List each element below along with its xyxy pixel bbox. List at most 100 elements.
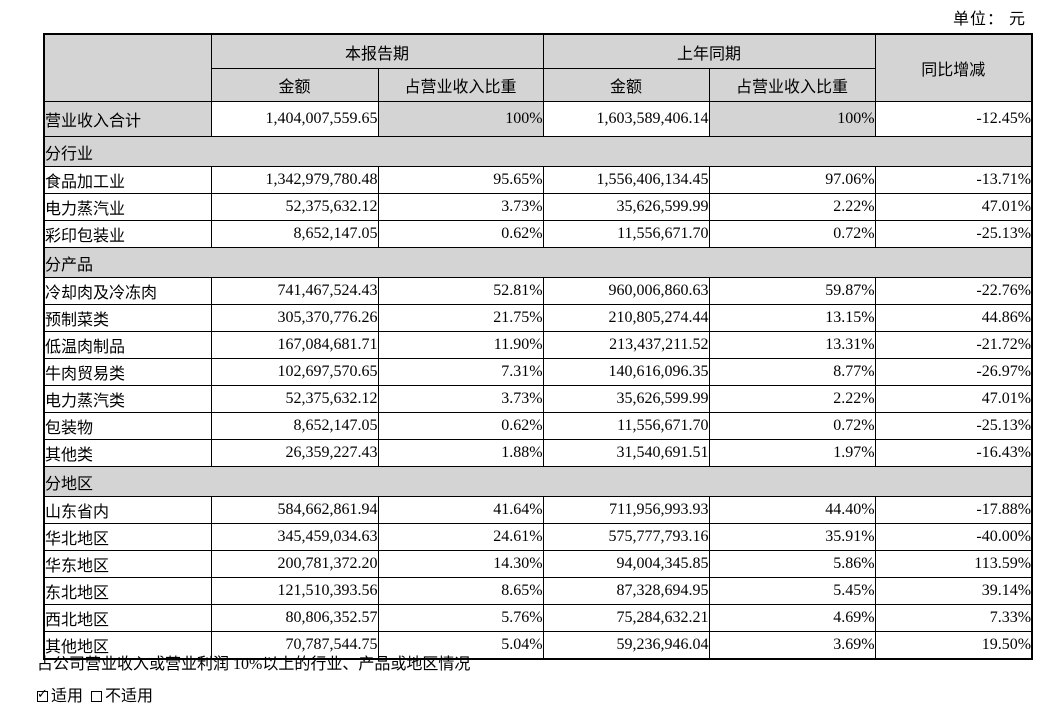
table-row: 其他类 26,359,227.43 1.88% 31,540,691.51 1.97% -… [43, 439, 1033, 467]
section-header-row: 分行业 [43, 136, 1033, 167]
applicability-line: ✓ 适用 不适用 [37, 682, 153, 706]
pct-current: 95.65% [377, 166, 544, 194]
table-row: 电力蒸汽类 52,375,632.12 3.73% 35,626,599.99 2.22… [43, 385, 1033, 413]
table-row: 其他地区 70,787,544.75 5.04% 59,236,946.04 3.69%… [43, 631, 1033, 660]
row-label: 华北地区 [43, 523, 212, 551]
pct-current: 24.61% [377, 523, 544, 551]
amount-current: 52,375,632.12 [210, 385, 379, 413]
amount-prior: 960,006,860.63 [542, 277, 710, 305]
section-title: 分产品 [43, 247, 1033, 278]
pct-current: 5.76% [377, 604, 544, 632]
pct-prior: 4.69% [708, 604, 876, 632]
amount-prior: 11,556,671.70 [542, 412, 710, 440]
header-row-groups: 本报告期 上年同期 同比增减 [43, 33, 1033, 102]
threshold-note: 占公司营业收入或营业利润 10%以上的行业、产品或地区情况 [37, 656, 471, 673]
amount-current: 200,781,372.20 [210, 550, 379, 578]
table-row: 彩印包装业 8,652,147.05 0.62% 11,556,671.70 0.72%… [43, 220, 1033, 248]
amount-current: 1,404,007,559.65 [210, 101, 379, 137]
pct-current: 0.62% [377, 412, 544, 440]
col-group-prior: 上年同期 [542, 33, 876, 69]
row-label: 其他类 [43, 439, 212, 467]
amount-current: 80,806,352.57 [210, 604, 379, 632]
amount-current: 167,084,681.71 [210, 331, 379, 359]
row-label: 山东省内 [43, 496, 212, 524]
amount-current: 584,662,861.94 [210, 496, 379, 524]
row-label: 冷却肉及冷冻肉 [43, 277, 212, 305]
table-row-total: 营业收入合计 1,404,007,559.65 100% 1,603,589,406.… [43, 101, 1033, 137]
pct-current: 1.88% [377, 439, 544, 467]
applicable-checkbox-icon: ✓ [37, 687, 48, 702]
table-row: 低温肉制品 167,084,681.71 11.90% 213,437,211.52 1… [43, 331, 1033, 359]
yoy-change: -25.13% [874, 220, 1033, 248]
amount-prior: 35,626,599.99 [542, 385, 710, 413]
amount-current: 52,375,632.12 [210, 193, 379, 221]
col-header-yoy: 同比增减 [874, 33, 1033, 102]
yoy-change: 7.33% [874, 604, 1033, 632]
not-applicable-label: 不适用 [105, 688, 154, 705]
amount-current: 102,697,570.65 [210, 358, 379, 386]
pct-prior: 100% [708, 101, 876, 137]
pct-prior: 59.87% [708, 277, 876, 305]
pct-prior: 97.06% [708, 166, 876, 194]
yoy-change: -21.72% [874, 331, 1033, 359]
table-row: 华北地区 345,459,034.63 24.61% 575,777,793.16 35… [43, 523, 1033, 551]
table-row: 冷却肉及冷冻肉 741,467,524.43 52.81% 960,006,860.6… [43, 277, 1033, 305]
yoy-change: -13.71% [874, 166, 1033, 194]
check-icon: ✓ [37, 687, 48, 702]
pct-current: 5.04% [377, 631, 544, 660]
pct-current: 3.73% [377, 193, 544, 221]
yoy-change: 113.59% [874, 550, 1033, 578]
amount-prior: 31,540,691.51 [542, 439, 710, 467]
unit-label: 单位： 元 [952, 11, 1026, 28]
pct-prior: 0.72% [708, 412, 876, 440]
amount-prior: 575,777,793.16 [542, 523, 710, 551]
yoy-change: -17.88% [874, 496, 1033, 524]
col-header-pct-prior: 占营业收入比重 [708, 68, 876, 102]
yoy-change: 19.50% [874, 631, 1033, 660]
pct-current: 11.90% [377, 331, 544, 359]
pct-prior: 44.40% [708, 496, 876, 524]
table-row: 包装物 8,652,147.05 0.62% 11,556,671.70 0.72% -2… [43, 412, 1033, 440]
section-header-row: 分产品 [43, 247, 1033, 278]
amount-prior: 35,626,599.99 [542, 193, 710, 221]
amount-current: 26,359,227.43 [210, 439, 379, 467]
row-label: 其他地区 [43, 631, 212, 660]
not-applicable-checkbox-icon [91, 691, 103, 702]
amount-prior: 94,004,345.85 [542, 550, 710, 578]
row-label: 东北地区 [43, 577, 212, 605]
col-header-pct-current: 占营业收入比重 [377, 68, 544, 102]
table-row: 山东省内 584,662,861.94 41.64% 711,956,993.93 44… [43, 496, 1033, 524]
col-header-amount-prior: 金额 [542, 68, 710, 102]
row-label: 彩印包装业 [43, 220, 212, 248]
pct-current: 100% [377, 101, 544, 137]
row-label: 华东地区 [43, 550, 212, 578]
pct-current: 14.30% [377, 550, 544, 578]
amount-current: 8,652,147.05 [210, 412, 379, 440]
amount-prior: 140,616,096.35 [542, 358, 710, 386]
yoy-change: -26.97% [874, 358, 1033, 386]
amount-prior: 711,956,993.93 [542, 496, 710, 524]
row-label: 电力蒸汽业 [43, 193, 212, 221]
row-label: 西北地区 [43, 604, 212, 632]
yoy-change: 44.86% [874, 304, 1033, 332]
yoy-change: -22.76% [874, 277, 1033, 305]
table-row: 食品加工业 1,342,979,780.48 95.65% 1,556,406,134… [43, 166, 1033, 194]
amount-current: 1,342,979,780.48 [210, 166, 379, 194]
amount-current: 8,652,147.05 [210, 220, 379, 248]
pct-prior: 8.77% [708, 358, 876, 386]
section-title: 分地区 [43, 466, 1033, 497]
pct-prior: 2.22% [708, 193, 876, 221]
amount-current: 70,787,544.75 [210, 631, 379, 660]
yoy-change: 47.01% [874, 385, 1033, 413]
pct-prior: 35.91% [708, 523, 876, 551]
amount-current: 305,370,776.26 [210, 304, 379, 332]
revenue-table: 本报告期 上年同期 同比增减 金额 占营业收入比重 金额 占营业收入比重 营业收… [43, 33, 1034, 660]
pct-current: 52.81% [377, 277, 544, 305]
amount-prior: 210,805,274.44 [542, 304, 710, 332]
table-row: 华东地区 200,781,372.20 14.30% 94,004,345.85 5.8… [43, 550, 1033, 578]
yoy-change: 39.14% [874, 577, 1033, 605]
pct-prior: 13.15% [708, 304, 876, 332]
applicable-label: 适用 [51, 688, 84, 705]
pct-current: 0.62% [377, 220, 544, 248]
